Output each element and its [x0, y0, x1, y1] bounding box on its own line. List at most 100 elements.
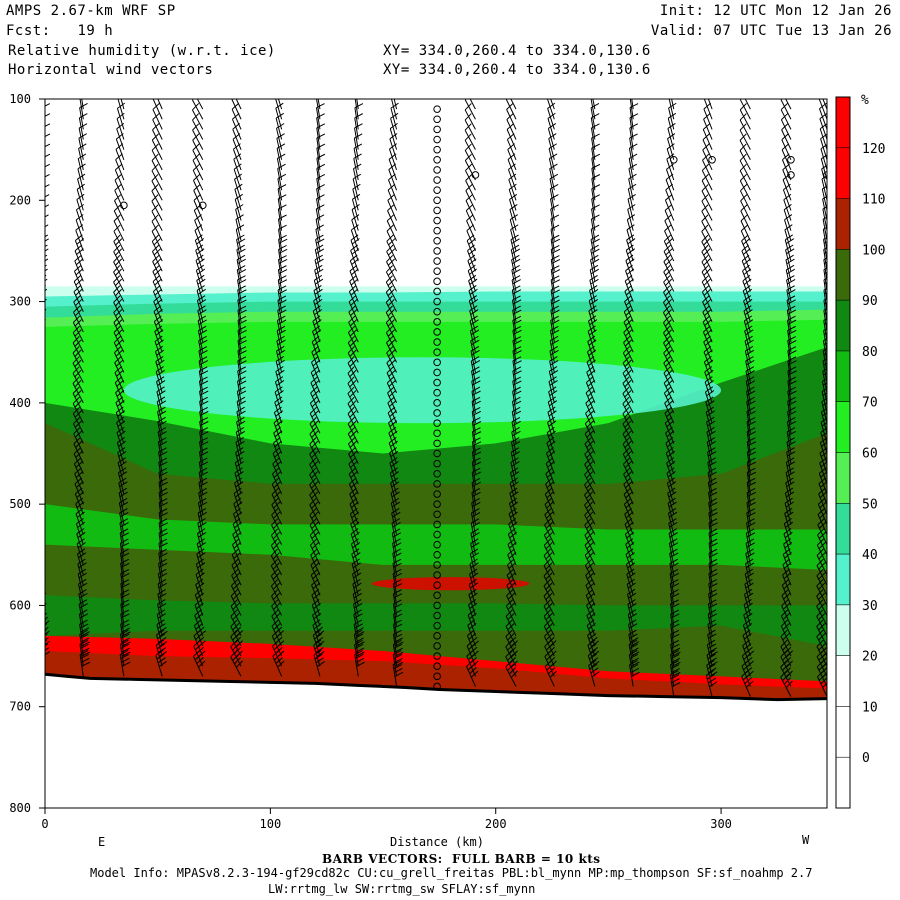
barb-flag: [158, 437, 167, 443]
barb-flag: [273, 416, 282, 424]
barb-flag: [316, 174, 326, 179]
colorbar-segment: [836, 604, 850, 656]
barb-flag: [512, 315, 522, 321]
barb-flag: [466, 224, 474, 232]
barb-flag: [785, 467, 795, 473]
barb-flag: [670, 674, 680, 680]
valid-time: Valid: 07 UTC Tue 13 Jan 26: [650, 23, 892, 39]
wind-barb: [667, 123, 676, 150]
barb-flag: [784, 497, 793, 504]
barb-flag: [551, 309, 560, 315]
barb-flag: [75, 497, 84, 505]
barb-staff: [464, 119, 476, 140]
barb-flag: [45, 254, 48, 258]
barb-flag: [471, 329, 480, 336]
barb-flag: [393, 583, 403, 589]
colorbar-label: 70: [862, 396, 878, 411]
barb-flag: [115, 396, 124, 403]
barb-flag: [196, 657, 204, 664]
wind-barb: [194, 609, 204, 636]
calm-wind-marker: [433, 540, 441, 549]
barb-flag: [278, 248, 288, 254]
barb-flag: [152, 113, 160, 121]
barb-staff: [194, 220, 204, 241]
barb-flag: [591, 238, 600, 244]
barb-flag: [349, 430, 357, 438]
wind-barb: [310, 366, 321, 393]
barb-flag: [589, 319, 598, 326]
barb-flag: [623, 315, 631, 323]
barb-flag: [233, 541, 242, 549]
wind-barb: [271, 599, 283, 626]
barb-flag: [785, 680, 793, 688]
barb-flag: [278, 204, 287, 210]
wind-barb: [276, 345, 286, 373]
barb-staff: [151, 139, 163, 160]
barb-flag: [238, 360, 247, 366]
barb-flag: [114, 194, 122, 202]
barb-staff: [45, 573, 46, 576]
wind-barb: [665, 426, 675, 454]
barb-flag: [313, 295, 322, 302]
barb-flag: [666, 410, 674, 418]
wind-barb: [782, 173, 792, 201]
barb-flag: [45, 214, 49, 218]
barb-flag: [787, 366, 797, 372]
wind-barb: [192, 143, 204, 171]
wind-barb: [233, 497, 243, 525]
barb-flag: [311, 481, 319, 489]
barb-flag: [72, 396, 80, 404]
barb-flag: [193, 183, 201, 191]
barb-flag: [548, 667, 556, 675]
barb-flag: [236, 440, 245, 447]
calm-wind-marker: [433, 378, 441, 387]
wind-barb: [151, 204, 163, 231]
barb-flag: [708, 558, 718, 564]
barb-flag: [79, 613, 89, 619]
barb-flag: [77, 542, 86, 549]
calm-wind-marker: [433, 338, 441, 346]
wind-barb: [787, 356, 797, 383]
barb-flag: [155, 309, 163, 316]
wind-barb: [114, 173, 125, 201]
barb-flag: [742, 238, 751, 245]
wind-barb: [586, 366, 596, 393]
wind-barb: [787, 396, 797, 424]
barb-flag: [311, 390, 320, 397]
barb-flag: [347, 346, 355, 354]
barb-flag: [512, 279, 521, 285]
barb-flag: [707, 663, 716, 670]
barb-flag: [392, 511, 401, 518]
wind-barb: [275, 366, 285, 393]
barb-flag: [159, 532, 168, 538]
barb-flag: [584, 508, 592, 516]
barb-staff: [664, 220, 675, 242]
wind-barb: [782, 558, 792, 586]
barb-flag: [470, 582, 479, 589]
barb-flag: [704, 366, 713, 373]
barb-flag: [275, 410, 284, 417]
wind-barb: [585, 386, 596, 414]
barb-flag: [625, 481, 633, 489]
wind-barb: [512, 315, 522, 343]
barb-flag: [787, 396, 796, 402]
barb-flag: [508, 163, 516, 170]
barb-flag: [511, 264, 520, 271]
barb-flag: [467, 264, 476, 272]
barb-flag: [464, 143, 472, 151]
wind-barb: [277, 194, 287, 221]
wind-barb: [550, 214, 560, 241]
barb-flag: [234, 173, 243, 180]
barb-flag: [117, 457, 126, 464]
barb-staff: [45, 482, 46, 484]
wind-barb: [74, 234, 85, 262]
barb-flag: [549, 670, 557, 678]
barb-flag: [787, 309, 797, 315]
barb-flag: [351, 248, 360, 255]
barb-staff: [350, 229, 359, 252]
barb-flag: [626, 268, 635, 275]
calm-wind-marker: [433, 216, 441, 225]
wind-barb: [507, 528, 518, 555]
barb-flag: [588, 643, 597, 650]
wind-barb: [45, 482, 46, 484]
